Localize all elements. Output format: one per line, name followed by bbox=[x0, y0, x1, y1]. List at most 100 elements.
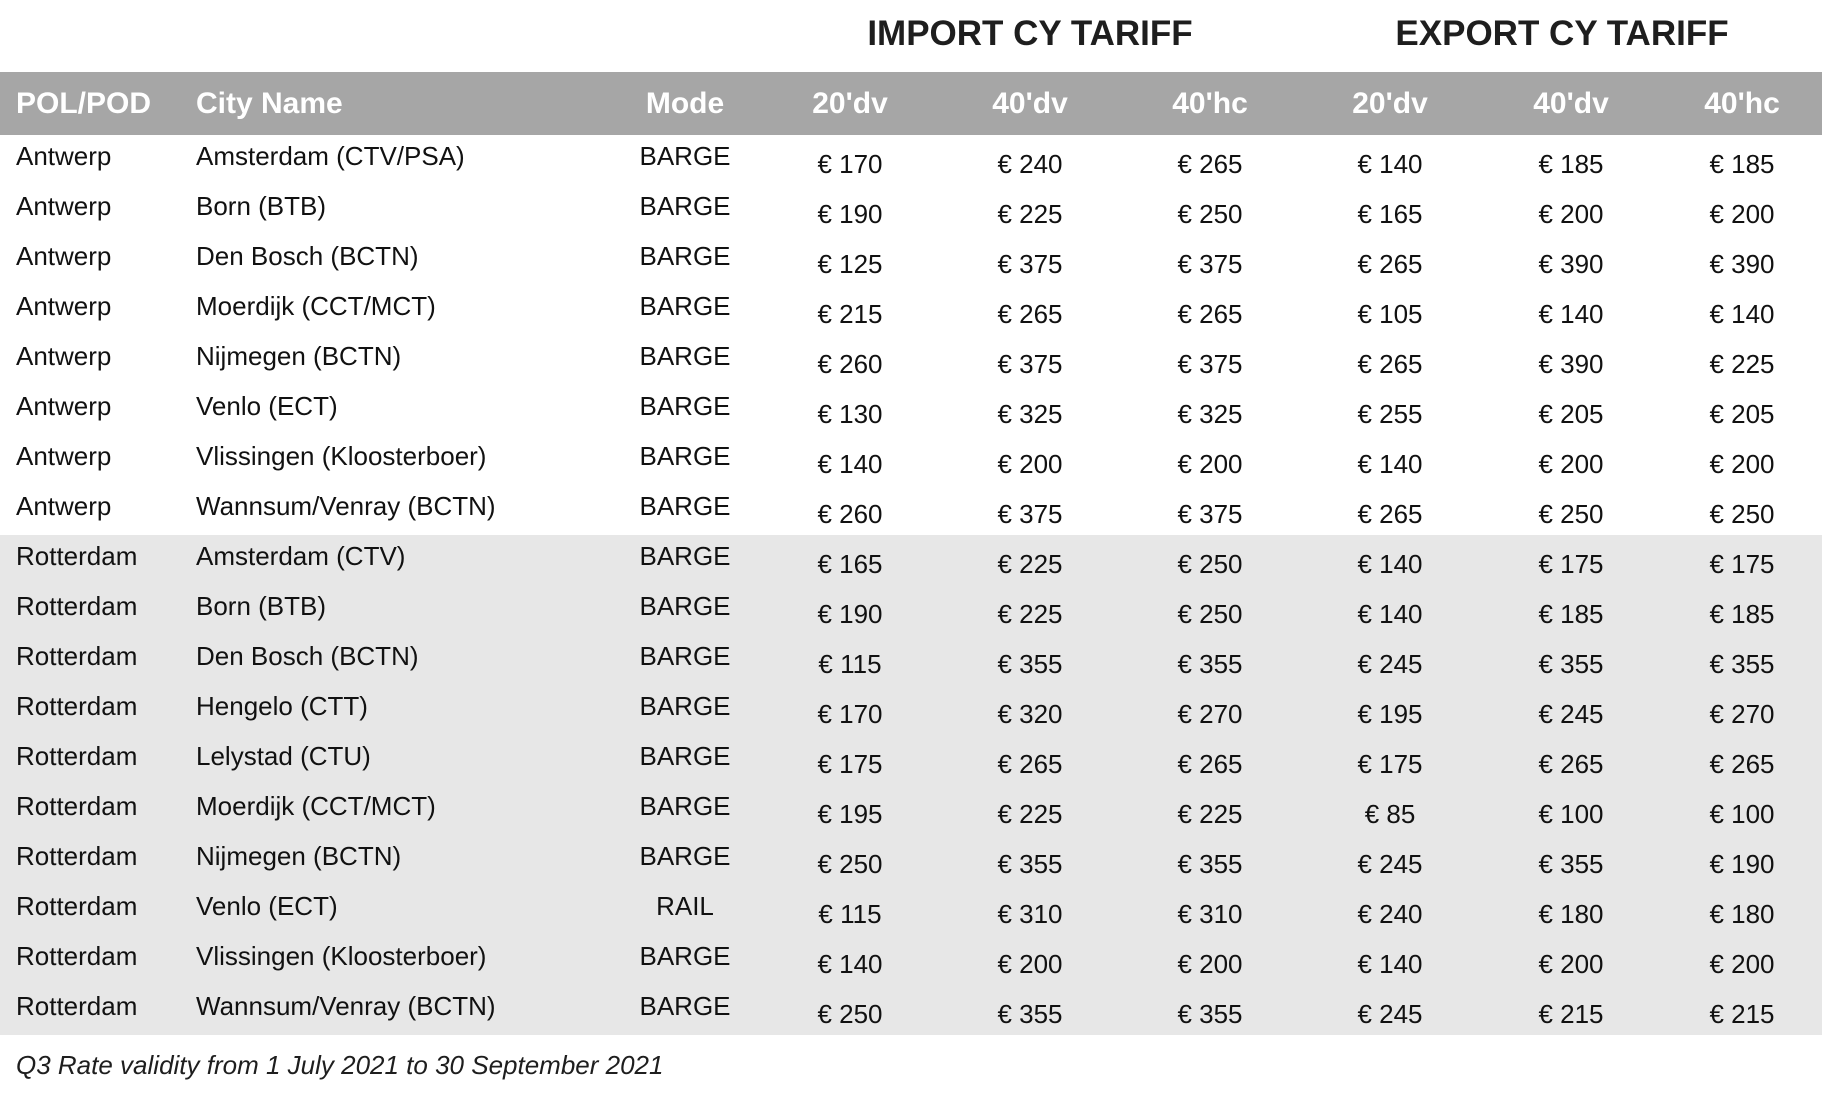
pol-cell: Antwerp bbox=[16, 140, 112, 171]
city-cell: Born (BTB) bbox=[196, 190, 327, 221]
export-40hc-cell: € 100 bbox=[1709, 798, 1775, 829]
export-40dv-cell: € 215 bbox=[1538, 998, 1604, 1029]
table-row: Rotterdam Hengelo (CTT) BARGE € 170 € 320 € 2… bbox=[0, 685, 1822, 735]
export-20dv-cell: € 195 bbox=[1357, 698, 1423, 729]
import-40hc-cell: € 355 bbox=[1177, 998, 1243, 1029]
export-40hc-cell: € 140 bbox=[1709, 298, 1775, 329]
import-40dv-cell: € 355 bbox=[997, 648, 1063, 679]
export-40dv-cell: € 355 bbox=[1538, 848, 1604, 879]
export-20dv-cell: € 140 bbox=[1357, 148, 1423, 179]
mode-cell: BARGE bbox=[639, 690, 731, 721]
city-cell: Vlissingen (Kloosterboer) bbox=[196, 940, 487, 971]
export-40dv-cell: € 390 bbox=[1538, 248, 1604, 279]
import-tariff-title: IMPORT CY TARIFF bbox=[867, 14, 1193, 53]
import-40dv-cell: € 375 bbox=[997, 248, 1063, 279]
city-cell: Lelystad (CTU) bbox=[196, 740, 371, 771]
export-40hc-cell: € 200 bbox=[1709, 448, 1775, 479]
import-20dv-cell: € 125 bbox=[817, 248, 883, 279]
pol-cell: Antwerp bbox=[16, 440, 112, 471]
pol-cell: Rotterdam bbox=[16, 740, 138, 771]
export-40dv-cell: € 140 bbox=[1538, 298, 1604, 329]
pol-cell: Rotterdam bbox=[16, 990, 138, 1021]
export-40hc-cell: € 190 bbox=[1709, 848, 1775, 879]
mode-cell: BARGE bbox=[639, 140, 731, 171]
export-tariff-title: EXPORT CY TARIFF bbox=[1395, 14, 1729, 53]
table-header-row: POL/POD City Name Mode 20'dv 40'dv 40'hc… bbox=[0, 72, 1822, 135]
city-cell: Amsterdam (CTV) bbox=[196, 540, 406, 571]
table-row: Antwerp Amsterdam (CTV/PSA) BARGE € 170 € 24… bbox=[0, 135, 1822, 185]
city-cell: Amsterdam (CTV/PSA) bbox=[196, 140, 465, 171]
import-20dv-cell: € 190 bbox=[817, 198, 883, 229]
import-40dv-cell: € 240 bbox=[997, 148, 1063, 179]
import-20dv-cell: € 175 bbox=[817, 748, 883, 779]
mode-cell: BARGE bbox=[639, 240, 731, 271]
import-20dv-cell: € 170 bbox=[817, 148, 883, 179]
pol-cell: Antwerp bbox=[16, 240, 112, 271]
table-row: Rotterdam Moerdijk (CCT/MCT) BARGE € 195 € 2… bbox=[0, 785, 1822, 835]
export-40dv-cell: € 200 bbox=[1538, 948, 1604, 979]
import-40hc-cell: € 265 bbox=[1177, 298, 1243, 329]
export-40hc-cell: € 215 bbox=[1709, 998, 1775, 1029]
col-header-pol-pod: POL/POD bbox=[16, 86, 152, 120]
rate-validity-note: Q3 Rate validity from 1 July 2021 to 30 … bbox=[16, 1050, 664, 1080]
export-40hc-cell: € 265 bbox=[1709, 748, 1775, 779]
mode-cell: BARGE bbox=[639, 990, 731, 1021]
export-40dv-cell: € 355 bbox=[1538, 648, 1604, 679]
export-20dv-cell: € 165 bbox=[1357, 198, 1423, 229]
export-20dv-cell: € 245 bbox=[1357, 648, 1423, 679]
import-40dv-cell: € 225 bbox=[997, 598, 1063, 629]
pol-cell: Antwerp bbox=[16, 390, 112, 421]
mode-cell: BARGE bbox=[639, 340, 731, 371]
pol-cell: Rotterdam bbox=[16, 940, 138, 971]
export-40dv-cell: € 205 bbox=[1538, 398, 1604, 429]
city-cell: Nijmegen (BCTN) bbox=[196, 840, 402, 871]
export-40hc-cell: € 200 bbox=[1709, 198, 1775, 229]
export-20dv-cell: € 265 bbox=[1357, 348, 1423, 379]
import-40dv-cell: € 325 bbox=[997, 398, 1063, 429]
import-20dv-cell: € 195 bbox=[817, 798, 883, 829]
table-row: Antwerp Den Bosch (BCTN) BARGE € 125 € 375 € … bbox=[0, 235, 1822, 285]
city-cell: Den Bosch (BCTN) bbox=[196, 240, 419, 271]
import-20dv-cell: € 165 bbox=[817, 548, 883, 579]
import-40dv-cell: € 375 bbox=[997, 498, 1063, 529]
mode-cell: BARGE bbox=[639, 940, 731, 971]
pol-cell: Rotterdam bbox=[16, 690, 138, 721]
col-header-import-40dv: 40'dv bbox=[992, 86, 1068, 120]
export-20dv-cell: € 140 bbox=[1357, 598, 1423, 629]
import-40dv-cell: € 320 bbox=[997, 698, 1063, 729]
pol-cell: Rotterdam bbox=[16, 890, 138, 921]
export-40dv-cell: € 200 bbox=[1538, 198, 1604, 229]
export-40hc-cell: € 200 bbox=[1709, 948, 1775, 979]
import-40hc-cell: € 225 bbox=[1177, 798, 1243, 829]
import-40hc-cell: € 250 bbox=[1177, 598, 1243, 629]
mode-cell: BARGE bbox=[639, 290, 731, 321]
table-row: Antwerp Born (BTB) BARGE € 190 € 225 € 250 € 1… bbox=[0, 185, 1822, 235]
pol-cell: Rotterdam bbox=[16, 590, 138, 621]
export-20dv-cell: € 265 bbox=[1357, 248, 1423, 279]
import-40dv-cell: € 200 bbox=[997, 948, 1063, 979]
pol-cell: Antwerp bbox=[16, 290, 112, 321]
city-cell: Vlissingen (Kloosterboer) bbox=[196, 440, 487, 471]
table-row: Rotterdam Venlo (ECT) RAIL € 115 € 310 € 310 €… bbox=[0, 885, 1822, 935]
pol-cell: Rotterdam bbox=[16, 540, 138, 571]
mode-cell: BARGE bbox=[639, 390, 731, 421]
import-40dv-cell: € 225 bbox=[997, 798, 1063, 829]
export-40dv-cell: € 185 bbox=[1538, 148, 1604, 179]
tariff-table: POL/POD City Name Mode 20'dv 40'dv 40'hc… bbox=[0, 72, 1822, 1035]
import-40hc-cell: € 265 bbox=[1177, 748, 1243, 779]
mode-cell: RAIL bbox=[656, 890, 714, 921]
import-20dv-cell: € 260 bbox=[817, 348, 883, 379]
group-headers: IMPORT CY TARIFF EXPORT CY TARIFF bbox=[0, 0, 1822, 72]
import-40dv-cell: € 375 bbox=[997, 348, 1063, 379]
import-40hc-cell: € 325 bbox=[1177, 398, 1243, 429]
col-header-city-name: City Name bbox=[196, 86, 343, 120]
import-40dv-cell: € 265 bbox=[997, 298, 1063, 329]
pol-cell: Rotterdam bbox=[16, 790, 138, 821]
mode-cell: BARGE bbox=[639, 540, 731, 571]
import-20dv-cell: € 215 bbox=[817, 298, 883, 329]
import-40hc-cell: € 355 bbox=[1177, 848, 1243, 879]
import-20dv-cell: € 140 bbox=[817, 948, 883, 979]
import-40dv-cell: € 225 bbox=[997, 198, 1063, 229]
import-40hc-cell: € 200 bbox=[1177, 948, 1243, 979]
pol-cell: Antwerp bbox=[16, 190, 112, 221]
